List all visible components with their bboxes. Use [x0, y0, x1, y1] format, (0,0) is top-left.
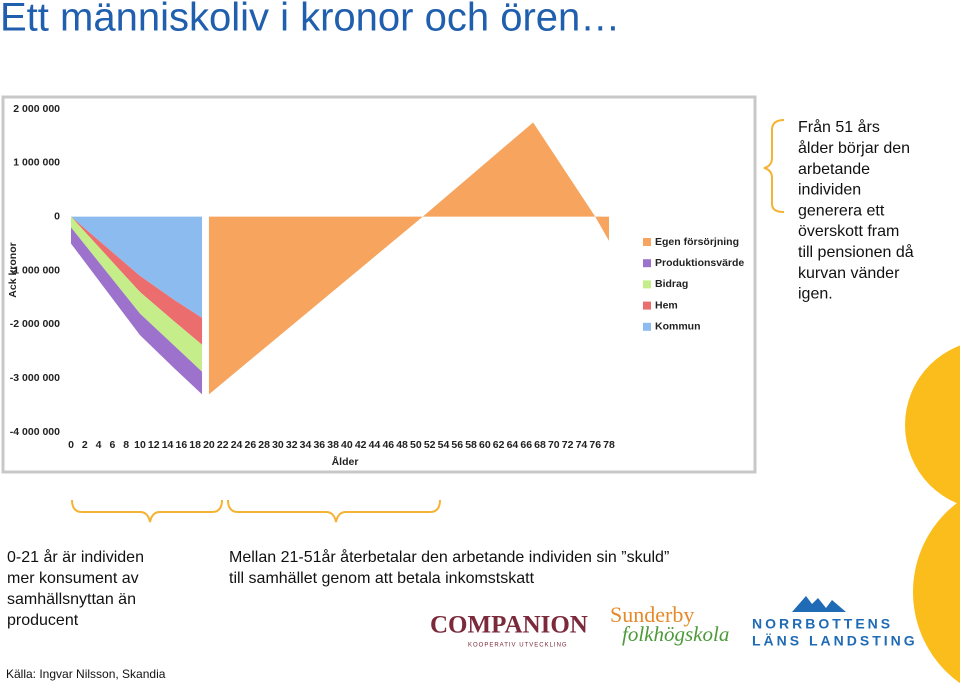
brace — [763, 119, 785, 213]
side-note-line: Från 51 års — [798, 118, 880, 136]
y-tick-label: 0 — [54, 210, 60, 222]
x-tick-label: 68 — [534, 439, 546, 451]
logo-companion: COMPANION KOOPERATIV UTVECKLING — [430, 612, 588, 649]
x-tick-label: 52 — [424, 439, 436, 451]
x-tick-label: 66 — [520, 439, 532, 451]
area — [71, 216, 203, 345]
legend-label: Egen försörjning — [655, 236, 739, 248]
x-tick-label: 48 — [396, 439, 408, 451]
x-tick-label: 28 — [258, 439, 270, 451]
decor-circle — [913, 500, 960, 683]
x-tick-label: 0 — [68, 439, 74, 451]
x-tick-label: 8 — [123, 439, 129, 451]
working-note-line: Mellan 21-51år återbetalar den arbetande… — [229, 548, 669, 566]
y-tick-label: 1 000 000 — [13, 157, 60, 169]
legend-swatch — [643, 259, 651, 268]
decor-circle — [905, 345, 960, 505]
area — [71, 216, 203, 318]
x-tick-label: 4 — [96, 439, 102, 451]
legend-label: Kommun — [655, 321, 701, 333]
y-tick-label: -2 000 000 — [10, 318, 60, 330]
side-note-line: till pensionen då — [798, 243, 914, 261]
x-tick-label: 26 — [244, 439, 256, 451]
brace — [227, 499, 441, 523]
legend-label: Hem — [655, 299, 678, 311]
side-note-line: överskott fram — [798, 223, 899, 240]
x-tick-label: 14 — [162, 439, 174, 451]
working-note-line: till samhället genom att betala inkomsts… — [229, 570, 535, 587]
x-tick-label: 64 — [507, 439, 519, 451]
y-tick-label: 2 000 000 — [13, 103, 60, 115]
x-tick-label: 76 — [589, 439, 601, 451]
x-tick-label: 16 — [176, 439, 188, 451]
x-tick-label: 34 — [300, 439, 312, 451]
y-axis-label: Ack kronor — [7, 242, 19, 297]
legend-label: Produktionsvärde — [655, 257, 744, 269]
area — [71, 216, 203, 372]
x-tick-label: 78 — [603, 439, 615, 451]
logo-text: COMPANION — [430, 612, 588, 639]
logo-sunderby: Sunderby folkhögskola — [610, 602, 729, 646]
logo-text: Sunderby — [610, 602, 694, 627]
x-tick-label: 56 — [451, 439, 463, 451]
source: Källa: Ingvar Nilsson, Skandia — [6, 667, 166, 681]
x-tick-label: 42 — [355, 439, 367, 451]
side-note-line: ålder börjar den — [798, 139, 910, 157]
logo-mark — [792, 596, 846, 612]
x-axis-label: Ålder — [332, 455, 359, 468]
chart: 2 000 000 1 000 000 0 -1 000 000 -2 000 000 -… — [7, 103, 745, 468]
x-tick-label: 22 — [217, 439, 229, 451]
legend-swatch — [643, 238, 651, 246]
x-tick-label: 10 — [134, 439, 146, 451]
x-tick-label: 70 — [548, 439, 560, 451]
x-tick-label: 46 — [382, 439, 394, 451]
x-tick-label: 72 — [562, 439, 574, 451]
logo-norrbotten: NORRBOTTENS LÄNS LANDSTING — [752, 596, 918, 649]
legend-swatch — [643, 280, 651, 289]
x-tick-label: 12 — [148, 439, 160, 451]
x-tick-label: 24 — [231, 439, 243, 451]
side-note-line: arbetande — [798, 161, 870, 178]
area — [208, 122, 609, 395]
childhood-note-line: 0-21 år är individen — [7, 548, 144, 566]
x-tick-label: 44 — [369, 439, 381, 451]
logo-subtext: KOOPERATIV UTVECKLING — [468, 643, 568, 649]
logo-text: NORRBOTTENS — [752, 616, 893, 632]
legend-label: Bidrag — [655, 278, 688, 290]
x-tick-label: 6 — [109, 439, 115, 451]
side-note-line: generera ett — [798, 202, 885, 219]
notes: Från 51 års ålder börjar den arbetande indi… — [7, 118, 914, 629]
legend-swatch — [643, 301, 651, 310]
x-tick-label: 60 — [479, 439, 491, 451]
y-tick-label: -4 000 000 — [10, 426, 60, 438]
x-tick-label: 20 — [203, 439, 215, 451]
x-tick-label: 54 — [438, 439, 450, 451]
y-tick-label: -3 000 000 — [10, 372, 60, 384]
side-note-line: kurvan vänder — [798, 265, 900, 282]
y-tick-label: -1 000 000 — [10, 264, 60, 276]
area — [71, 227, 203, 395]
logo-text: folkhögskola — [622, 622, 729, 646]
x-tick-label: 74 — [576, 439, 588, 451]
childhood-note-line: producent — [7, 612, 79, 629]
brace — [71, 499, 223, 523]
x-tick-label: 58 — [465, 439, 477, 451]
side-note-line: individen — [798, 182, 861, 199]
slide-title: Ett människoliv i kronor och ören… — [0, 0, 620, 40]
x-tick-label: 40 — [341, 439, 353, 451]
childhood-note-line: samhällsnyttan än — [7, 591, 136, 608]
side-note-line: igen. — [798, 286, 833, 303]
x-tick-label: 50 — [410, 439, 422, 451]
x-tick-label: 32 — [286, 439, 298, 451]
logo-text: LÄNS LANDSTING — [752, 633, 918, 649]
x-tick-label: 38 — [327, 439, 339, 451]
legend-swatch — [643, 322, 651, 331]
x-tick-label: 2 — [82, 439, 88, 451]
childhood-note-line: mer konsument av — [7, 570, 139, 587]
x-tick-label: 62 — [493, 439, 505, 451]
x-tick-label: 30 — [272, 439, 284, 451]
x-tick-label: 18 — [189, 439, 201, 451]
x-tick-label: 36 — [313, 439, 325, 451]
